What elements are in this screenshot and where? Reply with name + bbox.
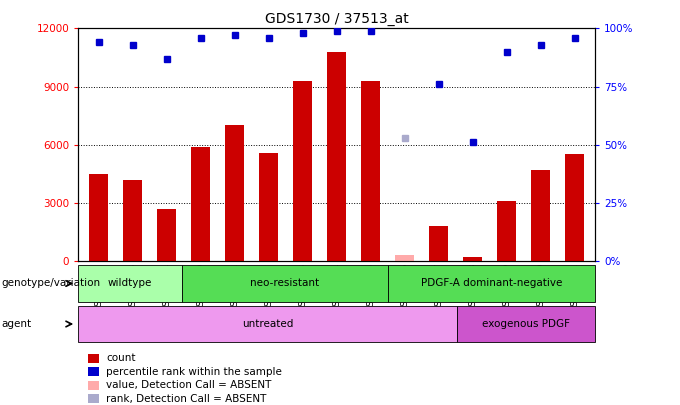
Bar xyxy=(388,265,595,302)
Bar xyxy=(78,306,457,342)
Bar xyxy=(191,147,210,261)
Text: genotype/variation: genotype/variation xyxy=(1,279,101,288)
Text: count: count xyxy=(106,354,135,363)
Bar xyxy=(78,265,182,302)
Bar xyxy=(89,174,108,261)
Bar xyxy=(565,154,584,261)
Bar xyxy=(259,153,278,261)
Bar xyxy=(182,265,388,302)
Text: percentile rank within the sample: percentile rank within the sample xyxy=(106,367,282,377)
Bar xyxy=(429,226,448,261)
Bar xyxy=(157,209,176,261)
Bar xyxy=(497,201,516,261)
Text: PDGF-A dominant-negative: PDGF-A dominant-negative xyxy=(421,279,562,288)
Bar xyxy=(225,126,244,261)
Bar xyxy=(463,257,482,261)
Bar xyxy=(457,306,595,342)
Bar xyxy=(123,180,142,261)
Text: agent: agent xyxy=(1,319,31,329)
Bar xyxy=(293,81,312,261)
Bar xyxy=(395,256,414,261)
Title: GDS1730 / 37513_at: GDS1730 / 37513_at xyxy=(265,12,409,26)
Text: exogenous PDGF: exogenous PDGF xyxy=(482,319,570,329)
Bar xyxy=(531,170,550,261)
Text: value, Detection Call = ABSENT: value, Detection Call = ABSENT xyxy=(106,380,271,390)
Text: rank, Detection Call = ABSENT: rank, Detection Call = ABSENT xyxy=(106,394,267,403)
Text: neo-resistant: neo-resistant xyxy=(250,279,320,288)
Text: untreated: untreated xyxy=(242,319,293,329)
Bar xyxy=(361,81,380,261)
Bar xyxy=(327,52,346,261)
Text: wildtype: wildtype xyxy=(107,279,152,288)
